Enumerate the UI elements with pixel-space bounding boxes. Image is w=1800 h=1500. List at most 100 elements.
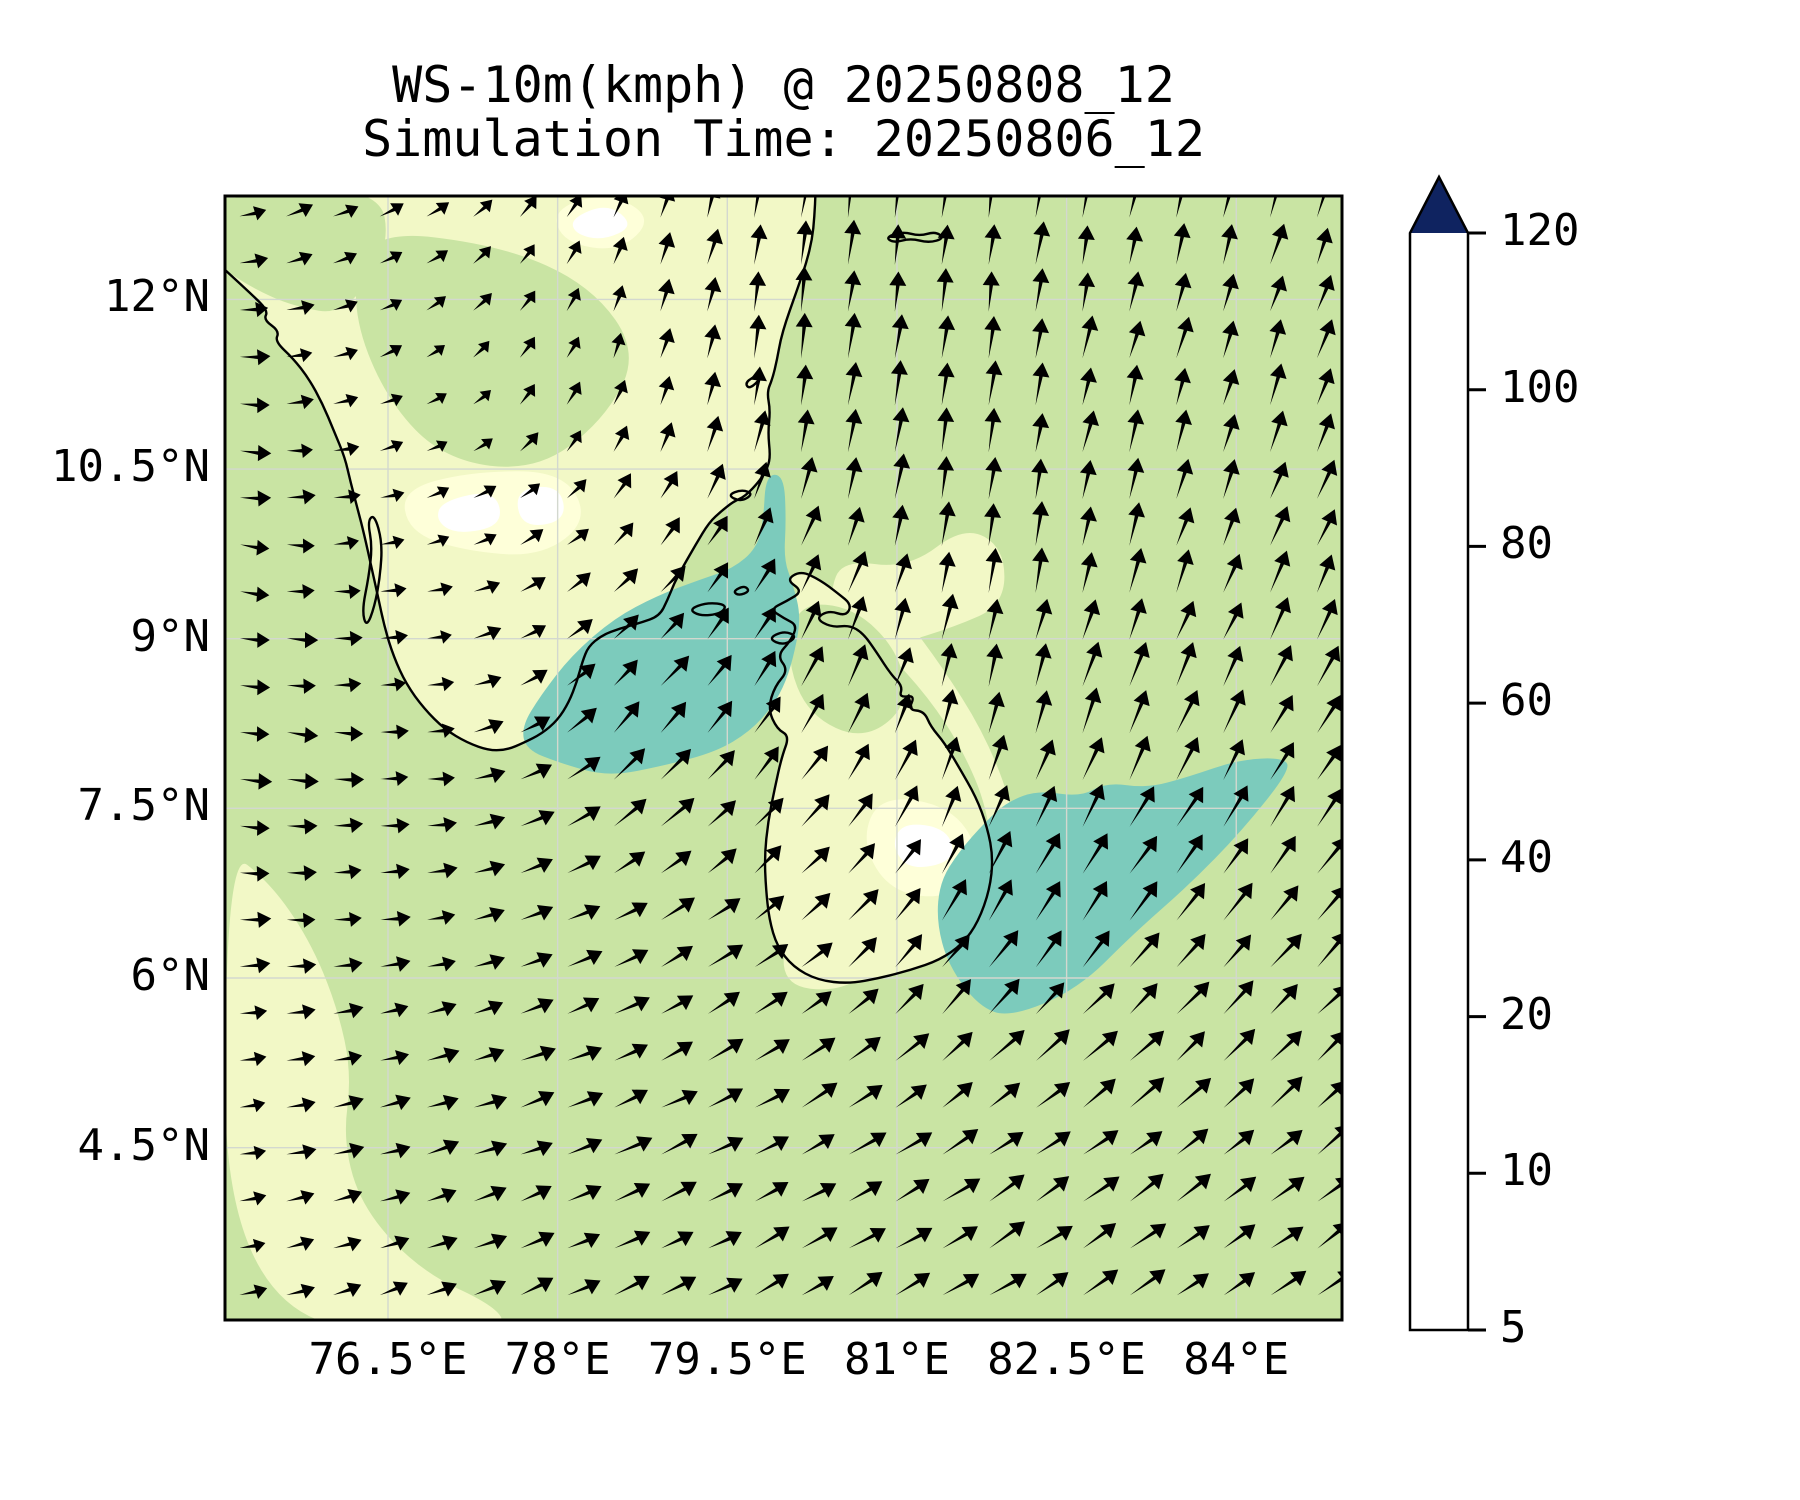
- colorbar-tick-label: 20: [1500, 988, 1553, 1040]
- wind-arrow: [1269, 196, 1286, 218]
- coastline-pamban-island: [691, 602, 726, 617]
- y-tick-label: 6°N: [130, 950, 210, 1001]
- wind-arrow: [1317, 788, 1342, 827]
- wind-arrow: [613, 568, 639, 592]
- wind-arrow: [286, 1004, 316, 1020]
- wind-arrow: [426, 486, 450, 499]
- wind-arrow: [707, 750, 735, 780]
- y-tick-label: 7.5°N: [77, 780, 210, 832]
- wind-arrow: [333, 771, 365, 788]
- colorbar-tick-label: 100: [1500, 361, 1580, 413]
- wind-arrow: [286, 300, 315, 316]
- wind-arrow: [1036, 1029, 1070, 1061]
- y-tick-label: 4.5°N: [77, 1119, 210, 1171]
- wind-arrow: [986, 643, 1004, 687]
- wind-arrow: [754, 1273, 789, 1296]
- wind-arrow: [379, 203, 404, 217]
- wind-arrow: [380, 1094, 411, 1111]
- wind-arrow: [1035, 930, 1062, 968]
- wind-arrow: [520, 669, 548, 686]
- wind-arrow: [750, 196, 767, 218]
- wind-arrow: [937, 196, 955, 218]
- wind-arrow: [1270, 695, 1294, 734]
- wind-arrow: [473, 719, 504, 735]
- wind-arrow: [1223, 980, 1254, 1015]
- wind-arrow: [708, 1088, 744, 1108]
- wind-arrow: [239, 490, 272, 507]
- wind-arrow: [894, 647, 914, 687]
- wind-arrow: [333, 299, 358, 313]
- colorbar-tick-label: 120: [1500, 205, 1580, 256]
- wind-arrow: [942, 1226, 978, 1249]
- wind-arrow: [985, 548, 1003, 593]
- wind-arrow: [1223, 507, 1241, 546]
- wind-arrow: [658, 278, 675, 312]
- wind-arrow: [473, 293, 492, 311]
- wind-arrow: [1176, 1273, 1209, 1296]
- wind-arrow: [941, 785, 962, 828]
- wind-arrow: [1082, 737, 1105, 781]
- wind-arrow: [379, 393, 403, 407]
- wind-arrow: [1174, 272, 1192, 312]
- wind-arrow: [1223, 739, 1245, 781]
- wind-arrow: [286, 394, 314, 410]
- wind-arrow: [1129, 735, 1151, 781]
- wind-arrow: [473, 340, 490, 358]
- wind-arrow: [1129, 1269, 1166, 1296]
- wind-arrow: [1083, 1130, 1119, 1155]
- wind-arrow: [611, 332, 626, 359]
- wind-arrow: [286, 1190, 315, 1205]
- wind-arrow: [754, 895, 785, 921]
- wind-arrow: [1176, 600, 1197, 640]
- wind-arrow: [426, 534, 450, 547]
- wind-arrow: [1222, 369, 1240, 406]
- wind-arrow: [895, 1084, 927, 1108]
- wind-arrow: [519, 244, 535, 264]
- wind-arrow: [1270, 1226, 1304, 1249]
- wind-arrow: [1270, 933, 1302, 968]
- wind-arrow: [659, 422, 676, 452]
- wind-arrow: [427, 771, 455, 787]
- wind-arrow: [614, 1230, 651, 1249]
- wind-arrow: [1127, 409, 1145, 453]
- wind-arrow: [894, 597, 911, 640]
- wind-arrow: [1129, 881, 1158, 921]
- wind-arrow: [796, 364, 814, 406]
- wind-arrow: [286, 818, 318, 835]
- wind-arrow: [1317, 931, 1342, 968]
- wind-arrow: [520, 1277, 554, 1296]
- wind-arrow: [380, 1050, 410, 1066]
- wind-arrow: [614, 1136, 653, 1155]
- wind-arrow: [1223, 838, 1249, 874]
- wind-arrow: [1129, 932, 1160, 968]
- wind-arrow: [708, 1231, 742, 1249]
- wind-arrow: [1078, 272, 1096, 312]
- wind-arrow: [985, 360, 1003, 406]
- wind-arrow: [942, 1273, 980, 1296]
- wind-arrow: [985, 456, 1003, 500]
- wind-arrow: [239, 632, 270, 648]
- wind-arrow: [1082, 410, 1099, 453]
- wind-arrow: [473, 485, 497, 498]
- wind-arrow: [519, 196, 537, 217]
- wind-arrow: [1175, 409, 1192, 453]
- wind-arrow: [894, 785, 919, 827]
- wind-arrow: [895, 1272, 931, 1296]
- wind-arrow: [1082, 930, 1110, 968]
- x-tick-label: 76.5°E: [308, 1334, 468, 1385]
- wind-arrow: [567, 997, 600, 1014]
- wind-arrow: [988, 978, 1020, 1015]
- wind-arrow: [937, 407, 955, 453]
- wind-arrow: [847, 506, 865, 546]
- wind-arrow: [660, 655, 690, 686]
- wind-arrow: [379, 298, 403, 311]
- wind-arrow: [1223, 553, 1243, 593]
- wind-arrow: [844, 270, 862, 312]
- wind-arrow: [753, 410, 771, 453]
- wind-arrow: [520, 1140, 553, 1157]
- wind-arrow: [754, 1136, 789, 1155]
- wind-arrow: [239, 1098, 266, 1113]
- wind-arrow: [988, 831, 1013, 874]
- wind-arrow: [754, 797, 784, 827]
- wind-arrow: [801, 892, 831, 921]
